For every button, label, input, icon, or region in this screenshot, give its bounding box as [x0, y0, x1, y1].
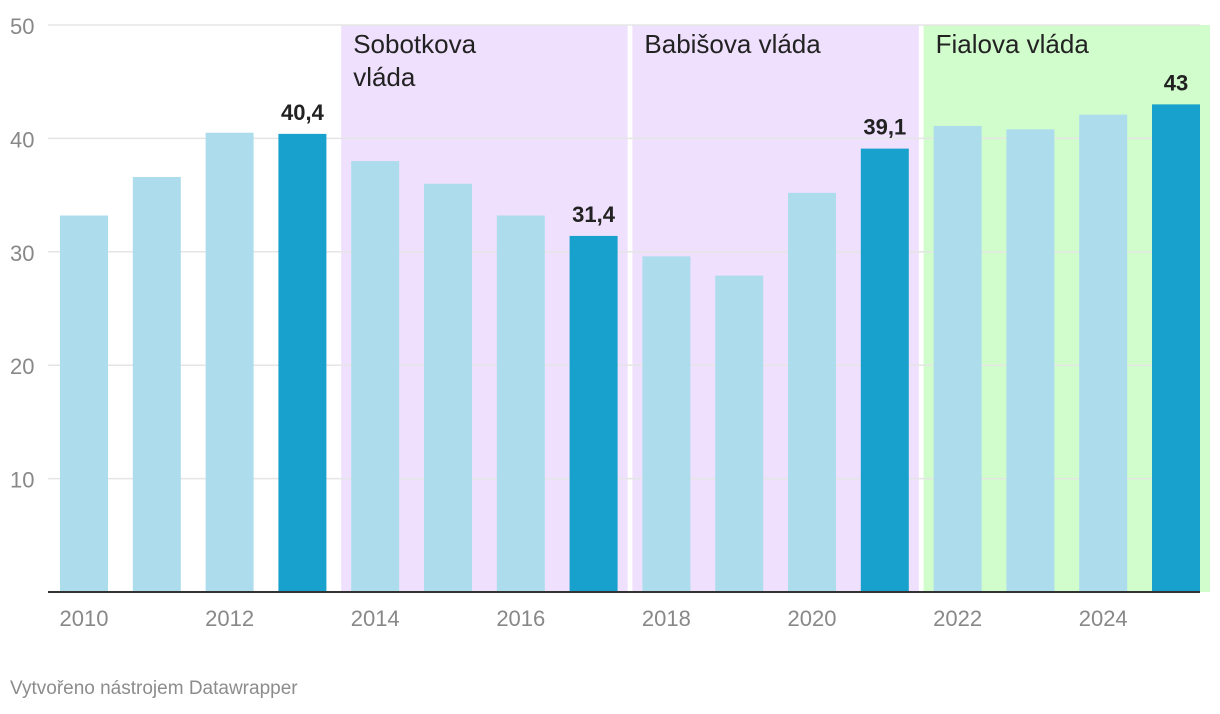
period-label-3: Fialova vláda	[936, 29, 1090, 59]
bar-2016	[496, 215, 545, 592]
x-tick-label-2010: 2010	[60, 606, 109, 631]
data-label-2021: 39,1	[863, 115, 906, 140]
bar-2020	[788, 192, 836, 592]
x-tick-label-2014: 2014	[351, 606, 400, 631]
bar-2012	[205, 132, 254, 593]
bar-2015	[424, 183, 472, 592]
x-tick-label-2020: 2020	[788, 606, 837, 631]
bar-chart: Sobotkova vláda Babišova vláda Fialova vlád…	[10, 14, 1210, 631]
bar-2019	[715, 275, 764, 592]
x-tick-label-2018: 2018	[642, 606, 691, 631]
footer-credit: Vytvořeno nástrojem Datawrapper	[10, 678, 298, 699]
bar-2021	[860, 148, 909, 592]
x-tick-label-2022: 2022	[933, 606, 982, 631]
period-label-2: Babišova vláda	[644, 29, 821, 59]
y-tick-label-10: 10	[10, 468, 34, 493]
bar-2010	[60, 215, 108, 592]
bar-2011	[132, 176, 181, 592]
y-tick-label-50: 50	[10, 14, 34, 39]
data-label-2017: 31,4	[572, 202, 616, 227]
period-label-1: Sobotkova vláda	[353, 29, 476, 92]
y-tick-label-30: 30	[10, 241, 34, 266]
bar-2025	[1152, 104, 1200, 592]
data-label-2013: 40,4	[281, 100, 325, 125]
bar-2024	[1079, 114, 1128, 592]
bar-2022	[933, 125, 982, 593]
x-tick-label-2024: 2024	[1079, 606, 1128, 631]
y-tick-label-20: 20	[10, 354, 34, 379]
y-tick-label-40: 40	[10, 127, 34, 152]
bar-2017	[569, 235, 618, 592]
x-tick-label-2016: 2016	[496, 606, 545, 631]
bar-2013	[278, 133, 327, 592]
bar-2023	[1006, 129, 1055, 592]
bar-2018	[642, 256, 691, 592]
data-label-2025: 43	[1164, 70, 1188, 95]
bar-2014	[351, 161, 400, 592]
x-tick-label-2012: 2012	[205, 606, 254, 631]
